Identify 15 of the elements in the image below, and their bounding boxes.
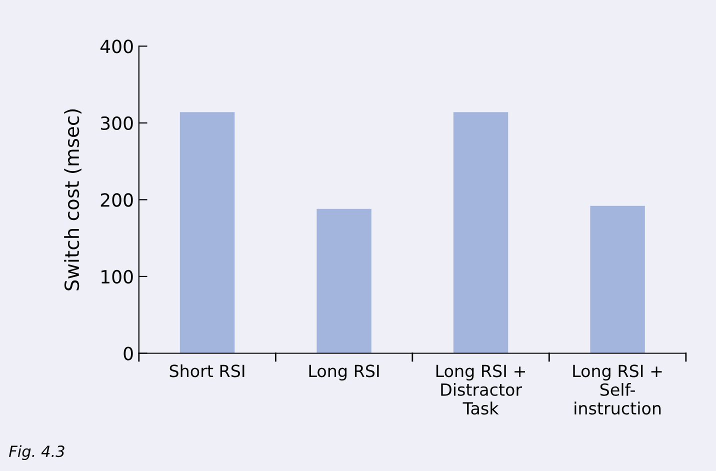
caption: Fig. 4.3: [9, 445, 64, 460]
y-tick-label: 100: [102, 270, 133, 284]
bar: [180, 112, 235, 354]
y-tick-label: 0: [124, 346, 133, 360]
x-tick-label: Long RSI + Self- instruction: [573, 364, 662, 415]
y-tick-label: 400: [100, 40, 133, 54]
bar: [316, 208, 372, 354]
bar: [453, 112, 508, 354]
x-tick-label: Long RSI + Distractor Task: [436, 364, 526, 415]
bar: [590, 206, 645, 354]
y-tick-label: 300: [100, 116, 133, 130]
x-tick-label: Short RSI: [170, 364, 244, 378]
y-tick-label: 200: [100, 193, 133, 207]
x-tick-label: Long RSI: [309, 364, 379, 380]
y-axis-title: Switch cost (msec): [64, 109, 82, 290]
